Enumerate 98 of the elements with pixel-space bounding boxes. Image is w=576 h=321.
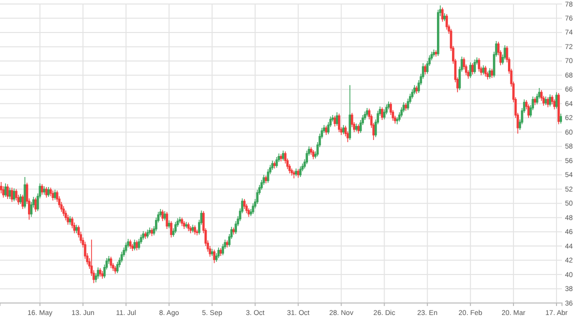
candlestick (342, 124, 345, 135)
candlestick (0, 182, 2, 194)
candlestick (45, 186, 48, 198)
candlestick (432, 49, 435, 58)
candlestick (271, 160, 274, 170)
candlestick (482, 64, 484, 75)
candlestick (2, 186, 4, 198)
candlestick (146, 229, 149, 239)
candlestick (290, 168, 293, 176)
candlestick (19, 194, 22, 204)
candlestick (334, 115, 336, 127)
candlestick (213, 249, 216, 264)
candlestick (8, 187, 11, 200)
candlestick (217, 247, 220, 259)
candlestick (40, 184, 44, 196)
candlestick (383, 108, 386, 120)
candlestick (404, 102, 407, 112)
candlestick (66, 214, 70, 226)
candlestick (161, 209, 164, 222)
candlestick (402, 102, 405, 113)
candlestick (99, 268, 102, 278)
candlestick (75, 224, 78, 234)
candlestick (294, 168, 298, 177)
candlestick (96, 267, 100, 280)
candlestick (546, 96, 550, 108)
candlestick (484, 66, 487, 78)
candlestick (129, 239, 132, 250)
candlestick (164, 210, 166, 221)
candlestick (299, 166, 302, 178)
candlestick (52, 190, 54, 201)
candlestick (185, 221, 188, 229)
candlestick (194, 225, 196, 236)
candlestick (50, 187, 52, 197)
candlestick (47, 186, 50, 198)
candlestick (124, 242, 128, 253)
candlestick (357, 124, 360, 134)
candlestick (292, 170, 296, 179)
candlestick (348, 84, 352, 140)
candlestick (355, 123, 358, 132)
candlestick (68, 216, 72, 226)
candlestick (192, 224, 194, 233)
candlestick (54, 189, 56, 200)
candlestick (71, 216, 74, 229)
candlestick (136, 240, 138, 251)
candlestick (553, 98, 556, 110)
candlestick (131, 244, 134, 252)
candlestick (222, 244, 224, 256)
candlestick (232, 227, 235, 236)
candlestick (210, 248, 214, 256)
candlestick (114, 266, 116, 274)
candlestick (24, 176, 26, 209)
candlestick (306, 150, 308, 165)
candlestick (413, 84, 416, 95)
candlestick (415, 85, 418, 94)
candlestick (490, 68, 494, 78)
candlestick (264, 175, 268, 184)
candlestick (411, 89, 414, 100)
candlestick (196, 229, 198, 236)
candlestick (178, 216, 181, 224)
candlestick (15, 188, 18, 201)
candlestick (6, 184, 9, 200)
candlestick (338, 113, 340, 133)
candlestick (474, 59, 476, 74)
candlestick (436, 9, 440, 56)
candlestick (133, 239, 136, 251)
candlestick (142, 230, 144, 240)
candlestick (144, 231, 147, 240)
candlestick (471, 62, 474, 75)
candlestick (280, 154, 282, 162)
candlestick (180, 217, 184, 227)
candlestick (248, 208, 250, 218)
candlestick (558, 92, 560, 125)
candlestick (116, 261, 119, 274)
candlestick (243, 198, 246, 210)
candlestick (276, 156, 278, 168)
candlestick (187, 222, 190, 232)
candlestick (182, 220, 186, 230)
candlestick (150, 228, 154, 236)
candlestick (534, 96, 536, 106)
candlestick (10, 187, 14, 202)
candlestick (64, 210, 67, 221)
candlestick (312, 150, 314, 160)
candlestick (273, 160, 276, 169)
candlestick (434, 50, 438, 58)
candlestick (488, 68, 491, 80)
candlestick (189, 226, 192, 234)
candlestick (62, 206, 65, 217)
candlestick (252, 202, 254, 214)
candlestick (443, 12, 446, 22)
candlestick (310, 146, 312, 156)
candlestick (168, 220, 170, 229)
candlestick (110, 256, 112, 269)
candlestick (138, 238, 140, 250)
candlestick (366, 108, 368, 117)
candlestick (446, 14, 448, 30)
candlestick (101, 270, 104, 280)
candlestick (43, 186, 46, 196)
candlestick (256, 189, 258, 204)
